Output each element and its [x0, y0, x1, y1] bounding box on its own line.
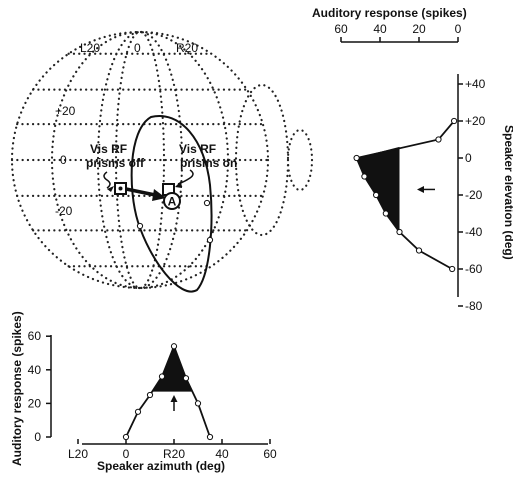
azimuth-shift-arrow-head: [170, 395, 178, 402]
azimuth-y-ticks: 0 20 40 60: [28, 329, 51, 444]
grid-meridian: [50, 30, 230, 290]
azimuth-x-tick-label: R20: [163, 447, 185, 461]
azimuth-panel: 0 20 40 60 L20 0 R20 40 60 Auditory response (s…: [10, 311, 277, 473]
azimuth-x-ticks: L20 0 R20 40 60: [68, 439, 277, 461]
vis-rf-off-label-2: prisms off: [86, 156, 145, 170]
elevation-shaded-region: [356, 146, 400, 232]
azimuth-data-point: [134, 408, 142, 415]
elevation-panel-top-label: Auditory response (spikes): [312, 6, 467, 20]
vis-rf-on-pointer-head: [175, 181, 182, 188]
azimuth-data-point: [206, 433, 214, 441]
azimuth-panel-y-label: Auditory response (spikes): [10, 311, 24, 466]
azimuth-data-point: [158, 373, 166, 380]
azimuth-x-tick-label: 0: [123, 447, 130, 461]
elevation-shift-arrow-head: [417, 185, 424, 193]
contour-points: [136, 199, 214, 244]
vis-rf-on-label-1: Vis RF: [179, 142, 216, 156]
vis-rf-off-pointer-head: [107, 186, 114, 192]
shift-arrow-head: [152, 189, 166, 201]
elevation-panel-y-label: Speaker elevation (deg): [502, 125, 513, 260]
elevation-panel: Auditory response (spikes) 60 40 20 0 +40 +2…: [312, 6, 513, 313]
elevation-top-tick-label: 20: [412, 22, 426, 36]
grid-label-elevation-plus20: +20: [55, 104, 76, 118]
elevation-top-tick-label: 40: [373, 22, 387, 36]
elevation-data-point: [415, 247, 423, 254]
elevation-data-points: [353, 117, 458, 273]
elevation-right-ticks: +40 +20 0 -20 -40 -60 -80: [458, 77, 486, 313]
azimuth-y-tick-label: 60: [28, 329, 42, 343]
elevation-top-tick-label: 0: [455, 22, 462, 36]
rf-diagram: L20 0 R20 +20 0 -20 A Vis RF prisms off …: [10, 30, 314, 293]
azimuth-x-tick-label: L20: [68, 447, 88, 461]
grid-back-contour: [286, 128, 314, 192]
azimuth-data-points: [122, 343, 214, 441]
elevation-shift-arrow: [417, 185, 435, 193]
azimuth-y-tick-label: 0: [34, 430, 41, 444]
elevation-data-point: [449, 265, 456, 273]
azimuth-x-tick-label: 60: [263, 447, 277, 461]
vis-rf-prisms-off-dot: [118, 186, 123, 191]
elevation-data-point: [451, 117, 458, 125]
azimuth-shift-arrow: [170, 395, 178, 411]
azimuth-data-point: [170, 343, 178, 350]
vis-rf-on-label-2: prisms on: [180, 156, 237, 170]
elevation-right-tick-label: +40: [465, 77, 486, 91]
contour-point: [203, 199, 211, 207]
elevation-data-point: [361, 173, 368, 180]
azimuth-data-point: [194, 400, 202, 407]
elevation-data-point: [353, 154, 360, 162]
azimuth-shaded-region: [152, 346, 193, 392]
grid-label-azimuth-r20: R20: [176, 41, 198, 55]
elevation-response-curve: [355, 120, 455, 270]
contour-point: [206, 236, 214, 244]
elevation-right-tick-label: +20: [465, 114, 486, 128]
auditory-rf-contour: [130, 114, 213, 293]
vis-rf-on-pointer: [177, 169, 194, 185]
elevation-right-tick-label: 0: [465, 151, 472, 165]
elevation-top-tick-label: 60: [334, 22, 348, 36]
elevation-top-ticks: 60 40 20 0: [334, 22, 462, 42]
auditory-rf-marker: [163, 192, 181, 210]
elevation-data-point: [435, 136, 442, 143]
elevation-data-point: [373, 191, 380, 199]
elevation-right-tick-label: -80: [465, 299, 483, 313]
azimuth-data-point: [122, 433, 130, 441]
elevation-right-tick-label: -60: [465, 262, 483, 276]
elevation-right-tick-label: -40: [465, 225, 483, 239]
azimuth-data-point: [146, 391, 154, 399]
grid-meridian: [114, 30, 166, 290]
vis-rf-off-label-1: Vis RF: [90, 142, 127, 156]
vis-rf-off-pointer: [103, 171, 111, 189]
azimuth-panel-x-label: Speaker azimuth (deg): [97, 459, 225, 473]
grid-label-elevation-minus20: -20: [55, 204, 73, 218]
contour-point: [136, 222, 144, 230]
auditory-rf-marker-label: A: [168, 195, 177, 209]
azimuth-y-tick-label: 20: [28, 396, 42, 410]
azimuth-data-point: [182, 375, 190, 382]
grid-label-azimuth-0: 0: [134, 41, 141, 55]
azimuth-response-curve: [125, 343, 211, 438]
azimuth-x-tick-label: 40: [215, 447, 229, 461]
azimuth-y-tick-label: 40: [28, 363, 42, 377]
elevation-right-tick-label: -20: [465, 188, 483, 202]
elevation-data-point: [396, 228, 403, 236]
grid-label-azimuth-l20: L20: [80, 41, 100, 55]
spherical-grid: [10, 30, 314, 290]
grid-label-elevation-0: 0: [60, 153, 67, 167]
elevation-data-point: [382, 210, 389, 217]
